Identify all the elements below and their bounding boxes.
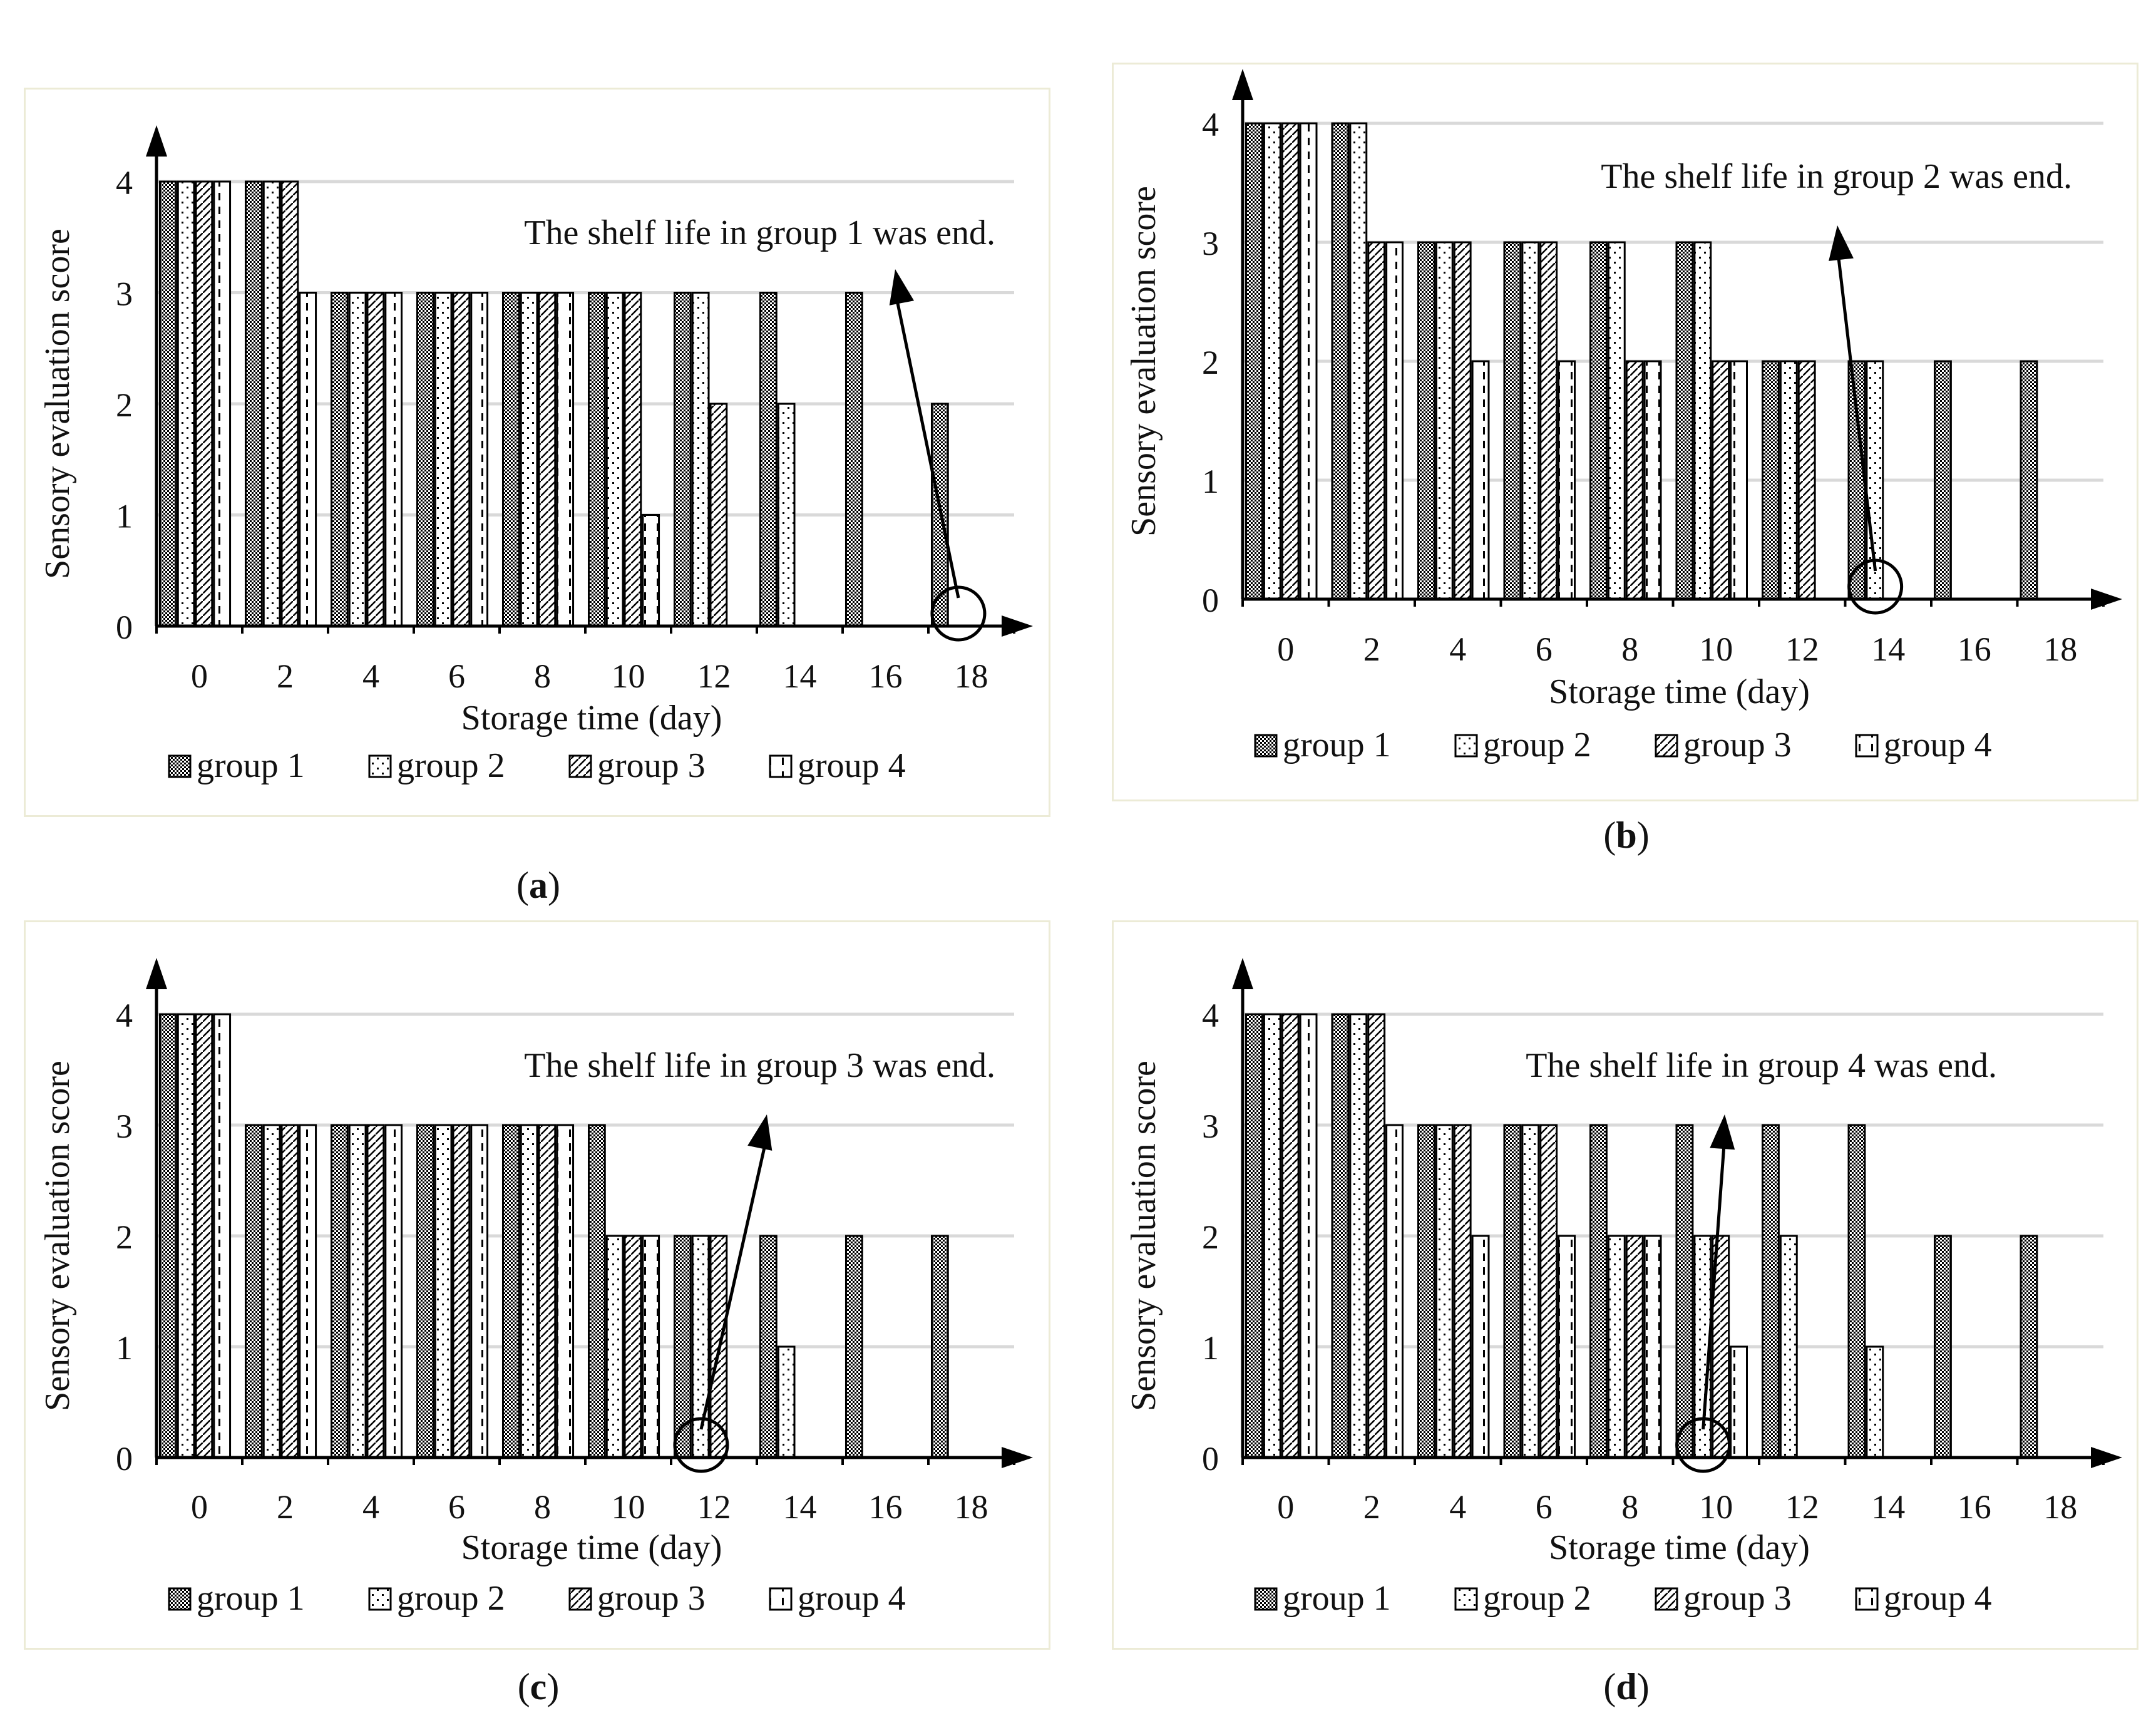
- caption-a: (a): [444, 864, 632, 907]
- caption-a-letter: a: [529, 865, 548, 906]
- caption-c-open: (: [517, 1666, 530, 1707]
- caption-b-letter: b: [1616, 815, 1637, 856]
- panel-a-frame: [24, 88, 1050, 817]
- caption-a-close: ): [548, 865, 560, 906]
- caption-b-close: ): [1636, 815, 1650, 856]
- panel-d-frame: [1112, 920, 2138, 1650]
- caption-d-open: (: [1603, 1666, 1616, 1707]
- caption-c: (c): [444, 1665, 632, 1709]
- panel-c-frame: [24, 920, 1050, 1650]
- caption-c-letter: c: [530, 1666, 547, 1707]
- caption-b-open: (: [1603, 815, 1616, 856]
- caption-d-letter: d: [1616, 1666, 1637, 1707]
- caption-d-close: ): [1636, 1666, 1650, 1707]
- caption-a-open: (: [516, 865, 529, 906]
- caption-c-close: ): [547, 1666, 560, 1707]
- panel-b-frame: [1112, 63, 2138, 801]
- caption-b: (b): [1532, 814, 1720, 857]
- caption-d: (d): [1532, 1665, 1720, 1709]
